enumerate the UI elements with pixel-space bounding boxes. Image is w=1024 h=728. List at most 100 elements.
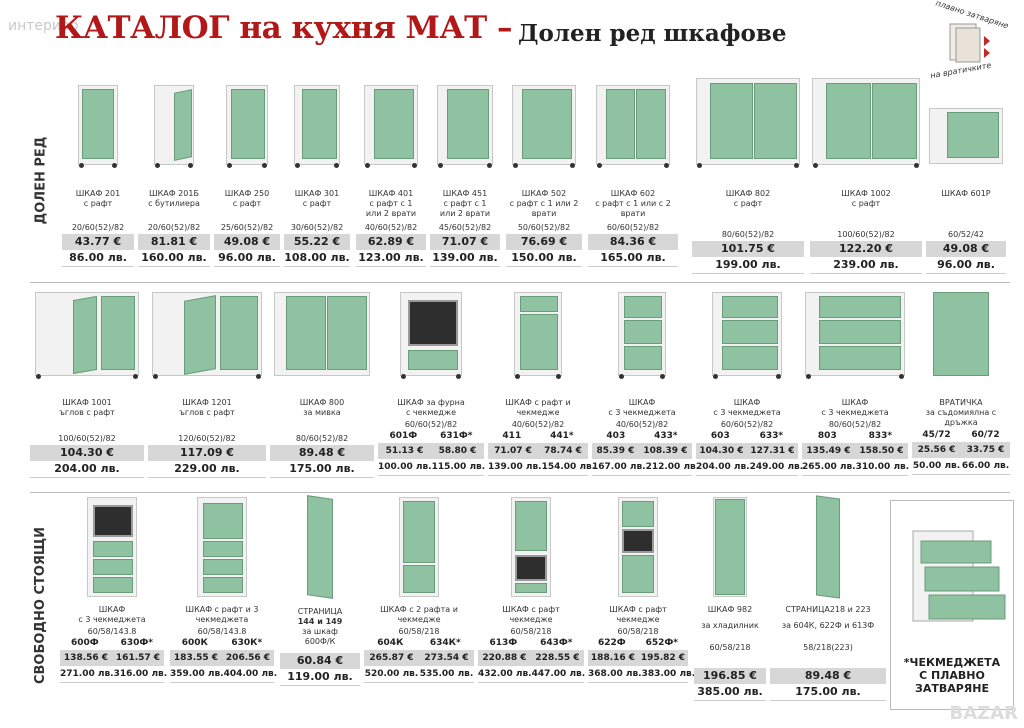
product-card[interactable]: ШКАФ за фурна с чекмедже 60/60(52)/82 60… [378,292,485,476]
product-card[interactable]: ШКАФ 1002 с рафт 100/60(52)/82 122.20 € … [810,78,922,274]
product-desc: с рафт [83,199,113,208]
product-card[interactable]: СТРАНИЦА218 и 223 за 604К, 622Ф и 613Ф 5… [770,495,886,701]
product-card[interactable]: ШКАФ 1001 ъглов с рафт 100/60(52)/82 104… [30,292,144,478]
product-card[interactable]: ШКАФ с 3 чекмеджета 80/60(52)/82 803 833*… [802,292,910,476]
product-code: 634К* [429,638,461,648]
soft-close-badge: плавно затваряне на вратичките [920,0,1010,80]
drawer-unit-icon [912,530,1006,622]
product-card[interactable]: ШКАФ 502 с рафт с 1 или 2 врати 50/60(52… [506,85,582,267]
price-lv: 96.00 лв. [926,257,1006,274]
product-desc: за шкаф [302,627,338,636]
product-name: ШКАФ 502 [521,189,567,198]
price-lv: 139.00 лв. [430,250,500,267]
cabinet-image [696,78,800,168]
product-desc: с 3 чекмеджета [821,408,889,417]
product-dims: 40/60(52)/82 [364,223,418,232]
product-code: 600К [181,638,208,648]
price-lv: 167.00 лв. [592,462,646,472]
product-card[interactable]: ВРАТИЧКА за съдомиялна с дръжка 45/72 60/… [912,292,1010,475]
price-eur: 81.81 € [138,234,210,250]
product-dims: 20/60(52)/82 [71,223,125,232]
product-card[interactable]: ШКАФ 201 с рафт 20/60(52)/82 43.77 € 86.… [62,85,134,267]
price-eur: 85.39 € [596,446,635,456]
price-lv: 139.00 лв. [488,462,542,472]
product-card[interactable]: ШКАФ 800 за мивка 80/60(52)/82 89.48 € 1… [270,292,374,478]
price-lv: 249.00 лв. [749,462,804,472]
price-eur: 161.57 € [115,653,161,663]
product-name: ШКАФ с 2 рафта и [380,605,458,614]
cabinet-image [154,85,194,168]
product-desc: с 3 чекмеджета [608,408,676,417]
product-card[interactable]: ШКАФ с 3 чекмеджета 40/60(52)/82 403 433*… [592,292,699,476]
product-desc: с рафт [302,199,332,208]
cabinet-image [400,292,462,379]
product-dims: 40/60(52)/82 [511,420,565,429]
cabinet-image [805,292,905,379]
product-desc: за хладилник [701,621,759,630]
product-card[interactable]: ШКАФ с рафт чекмедже 60/58/218 622Ф 652Ф*… [588,497,695,683]
product-card[interactable]: ШКАФ 301 с рафт 30/60(52)/82 55.22 € 108… [284,85,350,267]
price-lv: 447.00 лв. [531,669,586,679]
product-code: 411 [502,431,522,441]
product-dims: 80/60(52)/82 [828,420,882,429]
price-lv: 316.00 лв. [113,669,168,679]
product-desc: чекмедже [616,615,660,624]
cabinet-image [596,85,670,168]
product-name: ВРАТИЧКА [939,398,983,407]
price-lv: 100.00 лв. [378,462,432,472]
product-card[interactable]: ШКАФ 250 с рафт 25/60(52)/82 49.08 € 96.… [214,85,280,267]
product-card[interactable]: СТРАНИЦА 144 и 149 за шкаф 600Ф/К 60.84 … [280,495,360,686]
price-eur: 183.55 € [173,653,219,663]
product-card[interactable]: ШКАФ с 2 рафта и чекмедже 60/58/218 604К… [364,497,474,683]
price-lv: 310.00 лв. [855,462,910,472]
price-eur: 62.89 € [356,234,426,250]
price-eur: 104.30 € [699,446,744,456]
product-desc: за мивка [303,408,341,417]
tall-cabinet-image [197,497,247,597]
product-desc: чекмеджета [195,615,249,624]
door-image [933,292,989,376]
price-lv: 229.00 лв. [148,461,266,478]
price-lv: 175.00 лв. [770,684,886,701]
product-name: ШКАФ 1201 [182,398,232,407]
product-dims: 80/60(52)/82 [295,434,349,443]
price-eur: 25.56 € [917,445,956,455]
price-eur: 206.56 € [225,653,271,663]
soft-close-note: *ЧЕКМЕДЖЕТА С ПЛАВНО ЗАТВАРЯНЕ [890,500,1014,710]
product-card[interactable]: ШКАФ 201Б с бутилиера 20/60(52)/82 81.81… [138,85,210,267]
product-desc: 600Ф/К [304,637,336,646]
product-dims: 58/218(223) [803,643,853,652]
cabinet-image [512,85,576,168]
product-card[interactable]: ШКАФ 602 с рафт с 1 или с 2 врати 60/60(… [588,85,678,267]
price-eur: 138.56 € [63,653,109,663]
cabinet-image [274,292,370,376]
product-name: ШКАФ с рафт и [505,398,571,407]
product-card[interactable]: ШКАФ с рафт и 3 чекмеджета 60/58/143.8 6… [170,497,277,683]
product-card[interactable]: ШКАФ 982 за хладилник 60/58/218 196.85 €… [694,497,766,701]
product-card[interactable]: ШКАФ 1201 ъглов с рафт 120/60(52)/82 117… [148,292,266,478]
product-card[interactable]: ШКАФ с 3 чекмеджета 60/60(52)/82 603 633*… [696,292,803,476]
product-card[interactable]: ШКАФ 802 с рафт 80/60(52)/82 101.75 € 19… [692,78,804,274]
product-card[interactable]: ШКАФ с рафт чекмедже 60/58/218 613Ф 643Ф*… [478,497,586,683]
price-lv: 239.00 лв. [810,257,922,274]
price-lv: 160.00 лв. [138,250,210,267]
product-card[interactable]: ШКАФ с 3 чекмеджета 60/58/143.8 600Ф 630Ф… [60,497,167,683]
product-card[interactable]: ШКАФ 451 с рафт с 1 или 2 врати 45/60(52… [430,85,500,267]
price-eur: 89.48 € [270,445,374,461]
product-card[interactable]: ШКАФ 401 с рафт с 1 или 2 врати 40/60(52… [356,85,426,267]
price-eur: 43.77 € [62,234,134,250]
price-eur: 60.84 € [280,653,360,669]
price-lv: 404.00 лв. [223,669,278,679]
product-card[interactable]: ШКАФ с рафт и чекмедже 40/60(52)/82 411 4… [488,292,595,476]
product-card[interactable]: ШКАФ 601Р 60/52/42 49.08 € 96.00 лв. [926,108,1006,274]
price-lv: 204.00 лв. [30,461,144,478]
cabinet-image [618,292,666,379]
product-name: ШКАФ 301 [294,189,340,198]
product-dims: 80/60(52)/82 [721,230,775,239]
price-lv: 165.00 лв. [588,250,678,267]
price-lv: 359.00 лв. [170,669,224,679]
product-name: ШКАФ 401 [368,189,414,198]
price-eur: 117.09 € [148,445,266,461]
price-eur: 220.88 € [482,653,527,663]
product-desc: с 3 чекмеджета [713,408,781,417]
